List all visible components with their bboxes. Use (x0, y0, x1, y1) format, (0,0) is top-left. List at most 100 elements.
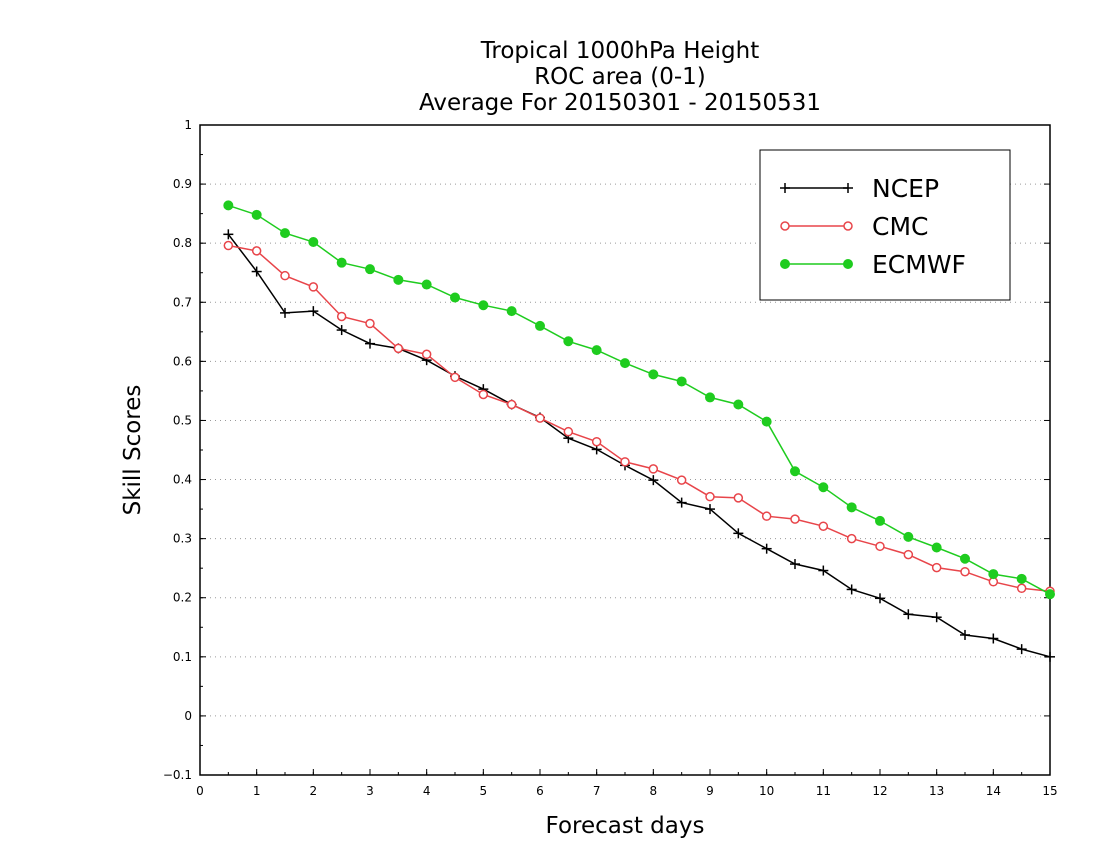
data-point-cmc (818, 521, 829, 531)
data-point-ecmwf (705, 392, 715, 403)
data-point-ncep (875, 593, 885, 604)
legend-item-ncep: NCEP (780, 174, 939, 203)
data-point-ecmwf (535, 320, 545, 331)
data-point-ncep (365, 338, 375, 349)
data-point-cmc (1016, 583, 1027, 594)
data-point-ecmwf (875, 515, 885, 526)
y-tick-label: 0.3 (173, 532, 192, 546)
title-line-2: ROC area (0-1) (534, 64, 706, 90)
legend-marker (780, 183, 790, 193)
data-point-ncep (280, 307, 290, 318)
data-point-ecmwf (280, 228, 290, 239)
data-point-ecmwf (450, 292, 460, 303)
data-point-cmc (280, 270, 290, 281)
legend-marker (780, 221, 790, 231)
legend: NCEP CMC ECMWF (759, 149, 1011, 301)
x-tick-label: 4 (423, 784, 431, 798)
y-tick-label: 1 (184, 118, 192, 132)
data-point-ncep (988, 633, 999, 644)
data-point-cmc (393, 343, 404, 354)
x-tick-label: 9 (706, 784, 714, 798)
data-point-ecmwf (648, 369, 659, 380)
legend-box (759, 149, 1011, 301)
y-tick-label: 0.1 (173, 650, 192, 664)
data-point-ncep (903, 609, 914, 620)
y-tick-label: 0.6 (173, 354, 192, 368)
legend-label-cmc: CMC (872, 212, 928, 241)
legend-marker (843, 259, 853, 269)
y-tick-label: 0 (184, 709, 192, 723)
data-point-ncep (676, 497, 687, 508)
data-point-ncep (308, 306, 319, 317)
x-tick-label: 2 (310, 784, 318, 798)
legend-marker (843, 183, 853, 193)
data-point-cmc (790, 514, 800, 524)
data-point-ncep (733, 528, 744, 539)
data-point-cmc (506, 399, 517, 410)
data-point-cmc (761, 511, 772, 521)
x-tick-label: 12 (872, 784, 887, 798)
data-point-cmc (676, 475, 687, 485)
data-point-ecmwf (421, 279, 432, 290)
data-point-cmc (478, 389, 489, 400)
series-cmc (223, 240, 1055, 596)
data-point-ncep (846, 584, 857, 595)
y-axis-title: Skill Scores (120, 385, 146, 516)
x-tick-label: 3 (366, 784, 374, 798)
legend-label-ncep: NCEP (872, 174, 939, 203)
data-point-cmc (903, 549, 914, 560)
data-point-ecmwf (591, 345, 602, 356)
data-point-ecmwf (393, 274, 404, 285)
series-ecmwf (223, 200, 1055, 600)
data-point-ecmwf (1016, 573, 1027, 584)
data-point-cmc (733, 493, 744, 503)
data-point-cmc (620, 457, 630, 467)
data-point-cmc (705, 491, 715, 502)
x-tick-label: 13 (929, 784, 944, 798)
legend-item-cmc: CMC (780, 212, 928, 241)
data-point-ecmwf (563, 336, 574, 347)
data-point-ncep (336, 325, 347, 336)
y-tick-label: 0.5 (173, 413, 192, 427)
data-point-ncep (931, 612, 942, 623)
x-tick-label: 14 (986, 784, 1001, 798)
data-point-ncep (761, 543, 772, 554)
data-point-ecmwf (761, 416, 772, 427)
data-point-ncep (1016, 644, 1027, 655)
data-point-cmc (251, 246, 262, 256)
y-tick-label: 0.8 (173, 236, 192, 250)
data-point-ecmwf (790, 466, 800, 477)
data-point-ecmwf (251, 209, 262, 220)
data-point-cmc (648, 464, 659, 474)
x-tick-label: 8 (650, 784, 658, 798)
y-tick-label: 0.7 (173, 295, 192, 309)
axis-ticks: −0.100.10.20.30.40.50.60.70.80.910 1 2 3 4 5 6… (163, 118, 1058, 798)
data-point-cmc (535, 413, 545, 423)
data-point-ecmwf (931, 542, 942, 553)
data-point-cmc (875, 541, 885, 552)
y-tick-label: 0.2 (173, 591, 192, 605)
data-point-ecmwf (988, 569, 999, 580)
data-point-ecmwf (818, 482, 829, 493)
x-tick-label: 5 (480, 784, 488, 798)
data-point-ncep (648, 475, 659, 486)
x-tick-label: 0 (196, 784, 204, 798)
data-point-ecmwf (676, 376, 687, 387)
data-point-ecmwf (846, 502, 857, 513)
data-point-ncep (705, 504, 715, 515)
x-tick-label: 6 (536, 784, 544, 798)
data-point-cmc (308, 282, 319, 292)
x-axis-title: Forecast days (546, 813, 705, 839)
data-point-ecmwf (506, 306, 517, 317)
data-point-ecmwf (960, 553, 970, 564)
data-point-cmc (931, 562, 942, 573)
x-tick-label: 1 (253, 784, 261, 798)
legend-marker (780, 259, 790, 269)
data-point-ecmwf (1045, 589, 1055, 600)
legend-item-ecmwf: ECMWF (780, 250, 966, 279)
data-point-ecmwf (478, 300, 489, 311)
data-point-ecmwf (308, 237, 319, 247)
title-line-3: Average For 20150301 - 20150531 (419, 90, 821, 116)
data-point-cmc (421, 349, 432, 360)
